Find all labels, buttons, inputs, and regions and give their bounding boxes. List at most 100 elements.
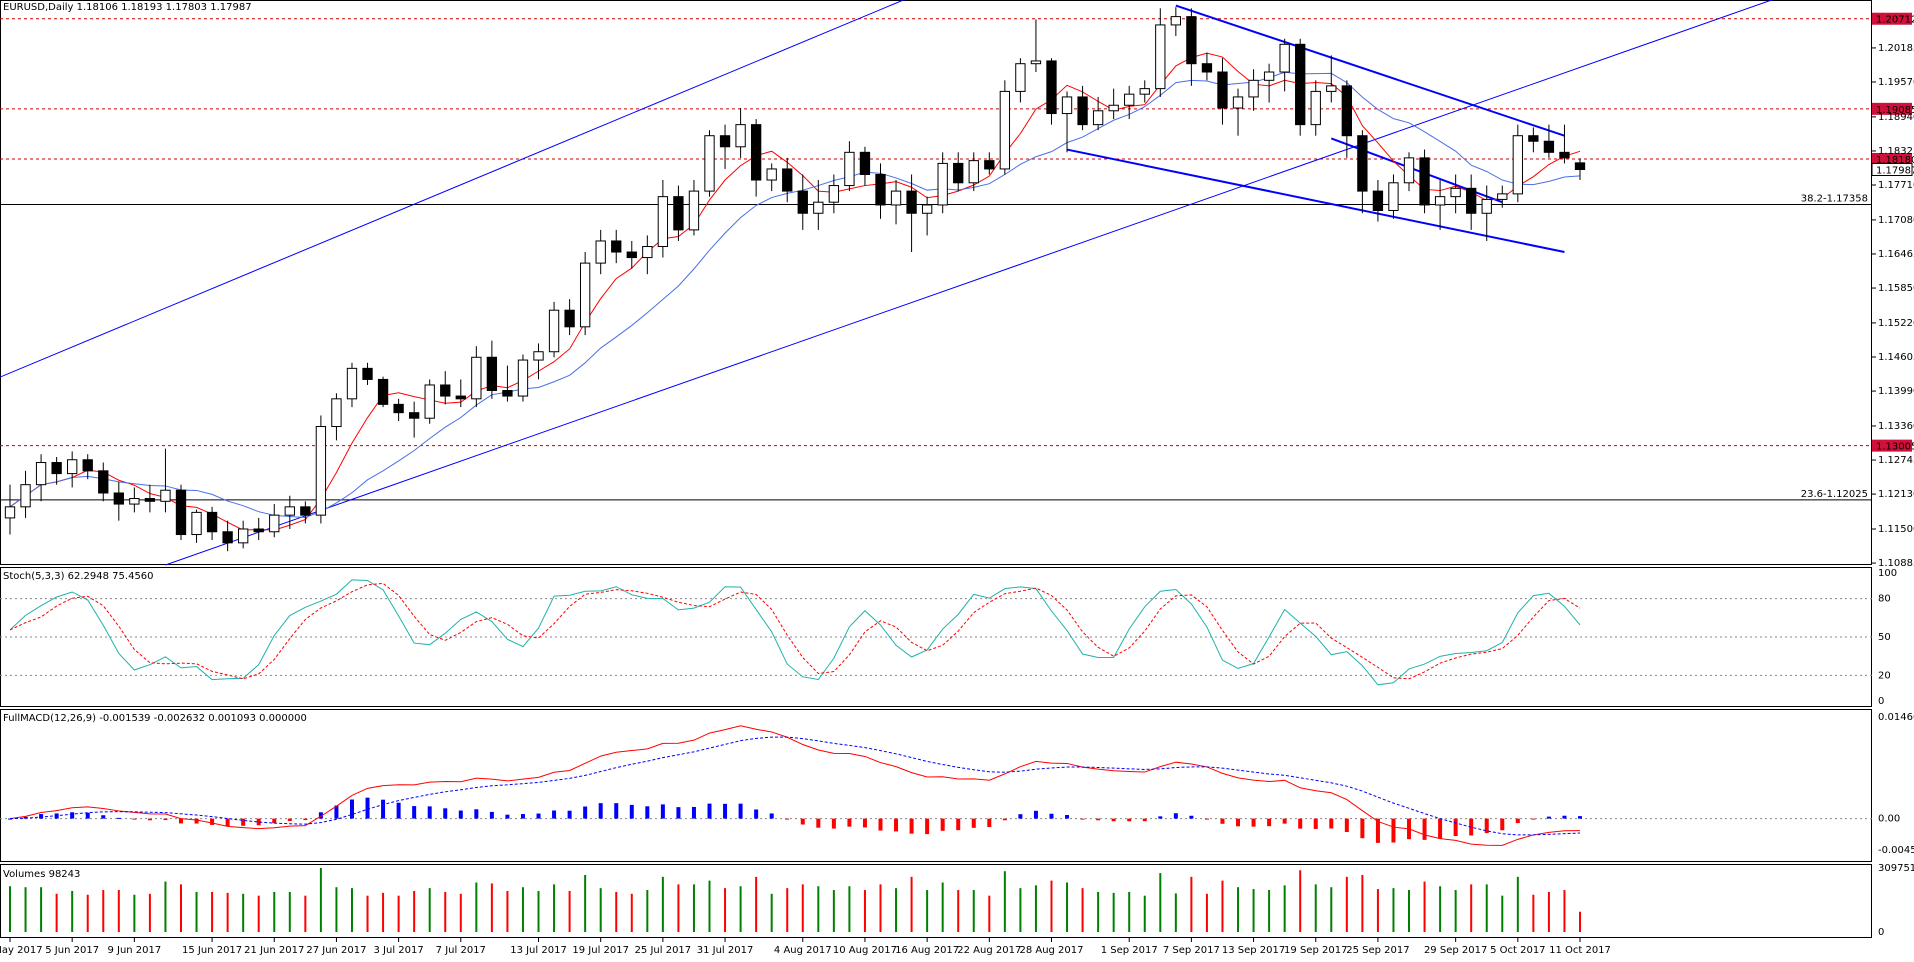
macd-hist-bar: [1251, 818, 1256, 827]
candle-body: [144, 498, 156, 502]
candle-body: [129, 498, 140, 505]
volume-bars: 309751 0: [9, 863, 1914, 938]
candle-body: [517, 359, 529, 397]
macd-hist-bar: [1298, 818, 1303, 829]
stoch-main-line: [9, 579, 1581, 686]
level-tag-label: 1.18180: [1876, 155, 1914, 166]
candle-body: [1061, 96, 1073, 115]
macd-hist-bar: [1018, 814, 1023, 819]
macd-hist-bar: [1546, 816, 1551, 819]
candle-body: [548, 309, 560, 353]
price-tick-label: 1.19570: [1878, 77, 1914, 88]
macd-hist-bar: [1267, 818, 1272, 827]
price-tick-label: 1.18325: [1878, 146, 1914, 157]
macd-hist-bar: [785, 818, 790, 820]
candle-body: [1310, 90, 1321, 126]
candle-body: [377, 378, 389, 405]
candle-body: [1372, 190, 1384, 211]
macd-hist-bar: [1282, 818, 1287, 824]
candle-body: [51, 462, 62, 475]
fib-label: 23.6-1.12025: [1801, 489, 1868, 500]
macd-hist-bar: [1422, 818, 1427, 840]
macd-hist-bar: [1375, 818, 1380, 843]
macd-hist-bar: [272, 818, 277, 824]
stoch-tick-label: 100: [1878, 568, 1897, 579]
macd-tick-label: -0.004533: [1878, 845, 1914, 856]
macd-hist-bar: [738, 803, 743, 819]
date-tick-label: 9 Jun 2017: [107, 945, 161, 956]
macd-hist-bar: [1438, 818, 1443, 839]
candle-body: [35, 462, 47, 486]
candle-body: [937, 162, 948, 206]
candle-body: [890, 190, 902, 206]
candle-body: [579, 262, 591, 328]
level-tag-label: 1.20712: [1876, 15, 1914, 26]
macd-hist-bar: [816, 818, 821, 828]
macd-hist-bar: [598, 803, 603, 819]
macd-hist-bar: [894, 818, 899, 832]
candle-body: [1170, 16, 1182, 26]
lower-channel-line: [165, 0, 1774, 566]
panel-frame: [0, 864, 1872, 938]
macd-hist-bar: [1500, 818, 1505, 831]
price-tick-label: 1.11500: [1878, 524, 1914, 535]
date-tick-label: 28 Aug 2017: [1019, 945, 1083, 956]
candle-body: [160, 489, 171, 502]
candle-body: [284, 506, 295, 516]
macd-hist-bar: [956, 818, 961, 831]
candle-body: [1295, 43, 1306, 126]
date-tick-label: 25 Jul 2017: [635, 945, 692, 956]
macd-hist-bar: [614, 803, 619, 819]
macd-hist-bar: [458, 810, 463, 819]
candle-body: [673, 196, 684, 231]
macd-hist-bar: [163, 818, 168, 821]
price-tick-label: 1.15220: [1878, 318, 1914, 329]
symbol-header: EURUSD,Daily 1.18106 1.18193 1.17803 1.1…: [3, 2, 252, 13]
macd-hist-bar: [567, 810, 572, 819]
date-tick-label: 4 Aug 2017: [774, 945, 832, 956]
macd-hist-bar: [723, 803, 728, 819]
date-tick-label: 27 Jun 2017: [306, 945, 366, 956]
candle-body: [533, 351, 544, 361]
candle-body: [1092, 110, 1104, 126]
candle-body: [953, 162, 964, 184]
candle-body: [564, 309, 575, 328]
macd-hist-bar: [1080, 818, 1085, 820]
candle-body: [595, 240, 606, 264]
candle-body: [657, 196, 669, 247]
macd-hist-bar: [754, 809, 759, 819]
candle-body: [424, 384, 435, 419]
candle-body: [362, 367, 373, 380]
macd-hist-bar: [1562, 815, 1567, 819]
candle-body: [222, 531, 233, 544]
candle-body: [1497, 193, 1508, 200]
candle-body: [331, 398, 342, 428]
volume-title: Volumes 98243: [3, 869, 80, 880]
candle-body: [502, 390, 513, 397]
price-tick-label: 1.20185: [1878, 43, 1914, 54]
candle-body: [408, 412, 420, 419]
macd-hist-bar: [396, 802, 401, 819]
candle-body: [1512, 135, 1523, 195]
macd-line: [9, 725, 1581, 846]
candle-body: [1077, 96, 1088, 126]
macd-hist-bar: [210, 818, 215, 825]
candle-body: [1263, 71, 1275, 81]
candle-body: [4, 506, 16, 519]
trend-channels: [0, 0, 1774, 566]
level-tag: [1872, 439, 1912, 452]
candle-body: [828, 185, 840, 203]
macd-hist-bar: [101, 815, 106, 819]
macd-hist-bar: [1002, 818, 1007, 821]
macd-hist-bar: [629, 804, 634, 819]
macd-signal-line: [9, 736, 1581, 836]
candle-body: [1124, 93, 1135, 106]
macd-hist-bar: [334, 805, 339, 819]
horizontal-levels: 1.20712 1.19085 1.18180 1.13005 38.2-1.17358…: [0, 12, 1914, 501]
current-price-label: 1.17987: [1876, 166, 1914, 177]
macd-hist-bar: [1049, 813, 1054, 819]
macd-hist-bar: [1313, 818, 1318, 829]
upper-channel-line: [0, 0, 905, 378]
date-tick-label: 15 Jun 2017: [182, 945, 242, 956]
price-tick-label: 1.18940: [1878, 112, 1914, 123]
